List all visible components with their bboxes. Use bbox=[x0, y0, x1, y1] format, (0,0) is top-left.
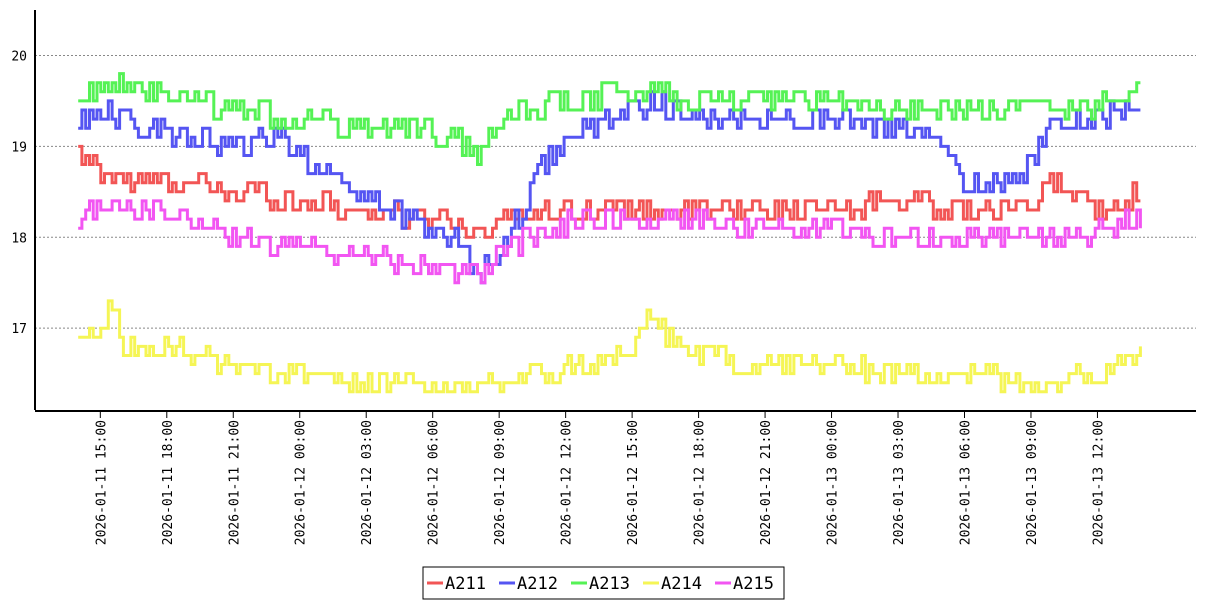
legend-label: A211 bbox=[445, 574, 486, 594]
y-tick-label: 18 bbox=[11, 231, 27, 246]
x-tick-label: 2026-01-11 21:00 bbox=[227, 420, 242, 545]
x-tick-label: 2026-01-12 09:00 bbox=[493, 420, 508, 545]
series-lines bbox=[78, 72, 1142, 394]
x-tick-label: 2026-01-11 15:00 bbox=[94, 420, 109, 545]
axes bbox=[34, 10, 1196, 412]
x-tick-label: 2026-01-13 12:00 bbox=[1091, 420, 1106, 545]
x-tick-label: 2026-01-11 18:00 bbox=[161, 420, 176, 545]
x-tick-label: 2026-01-12 00:00 bbox=[294, 420, 309, 545]
y-tick-label: 19 bbox=[11, 140, 27, 155]
series-line-a212 bbox=[78, 90, 1141, 285]
x-tick-label: 2026-01-12 03:00 bbox=[360, 420, 375, 545]
x-tick-label: 2026-01-12 06:00 bbox=[427, 420, 442, 545]
x-tick-label: 2026-01-12 18:00 bbox=[693, 420, 708, 545]
y-ticks: 17 18 19 20 bbox=[11, 49, 27, 337]
legend-label: A215 bbox=[733, 574, 774, 594]
legend-label: A213 bbox=[589, 574, 630, 594]
x-tick-label: 2026-01-12 21:00 bbox=[759, 420, 774, 545]
series-line-a214 bbox=[78, 299, 1142, 394]
x-tick-label: 2026-01-13 09:00 bbox=[1025, 420, 1040, 545]
series-line-a215 bbox=[78, 199, 1142, 285]
y-tick-label: 17 bbox=[11, 322, 27, 337]
x-tick-label: 2026-01-13 03:00 bbox=[892, 420, 907, 545]
x-tick-label: 2026-01-12 12:00 bbox=[560, 420, 575, 545]
legend-label: A212 bbox=[517, 574, 558, 594]
x-tick-label: 2026-01-13 00:00 bbox=[826, 420, 841, 545]
series-line-a213 bbox=[78, 72, 1141, 166]
x-tick-label: 2026-01-13 06:00 bbox=[958, 420, 973, 545]
y-tick-label: 20 bbox=[11, 49, 27, 64]
x-tick-label: 2026-01-12 15:00 bbox=[626, 420, 641, 545]
legend-label: A214 bbox=[661, 574, 702, 594]
legend: A211 A212 A213 A214 A215 bbox=[422, 566, 785, 600]
x-ticks: 2026-01-11 15:00 2026-01-11 18:00 2026-01-… bbox=[94, 411, 1106, 545]
series-line-a211 bbox=[78, 144, 1141, 239]
